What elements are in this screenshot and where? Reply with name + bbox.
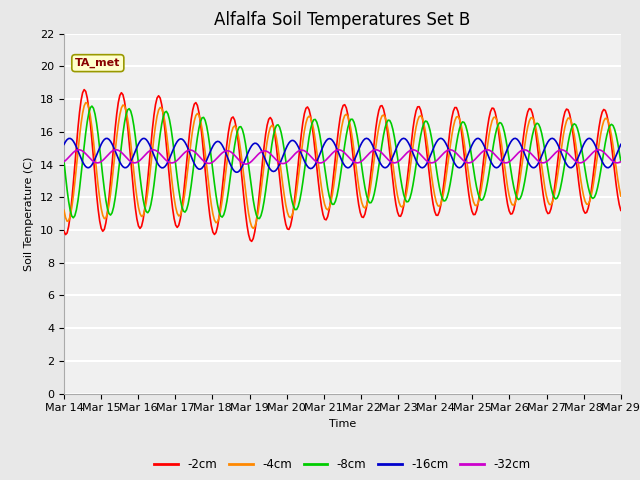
Title: Alfalfa Soil Temperatures Set B: Alfalfa Soil Temperatures Set B	[214, 11, 470, 29]
Y-axis label: Soil Temperature (C): Soil Temperature (C)	[24, 156, 35, 271]
Text: TA_met: TA_met	[75, 58, 120, 68]
X-axis label: Time: Time	[329, 419, 356, 429]
Legend: -2cm, -4cm, -8cm, -16cm, -32cm: -2cm, -4cm, -8cm, -16cm, -32cm	[150, 454, 535, 476]
